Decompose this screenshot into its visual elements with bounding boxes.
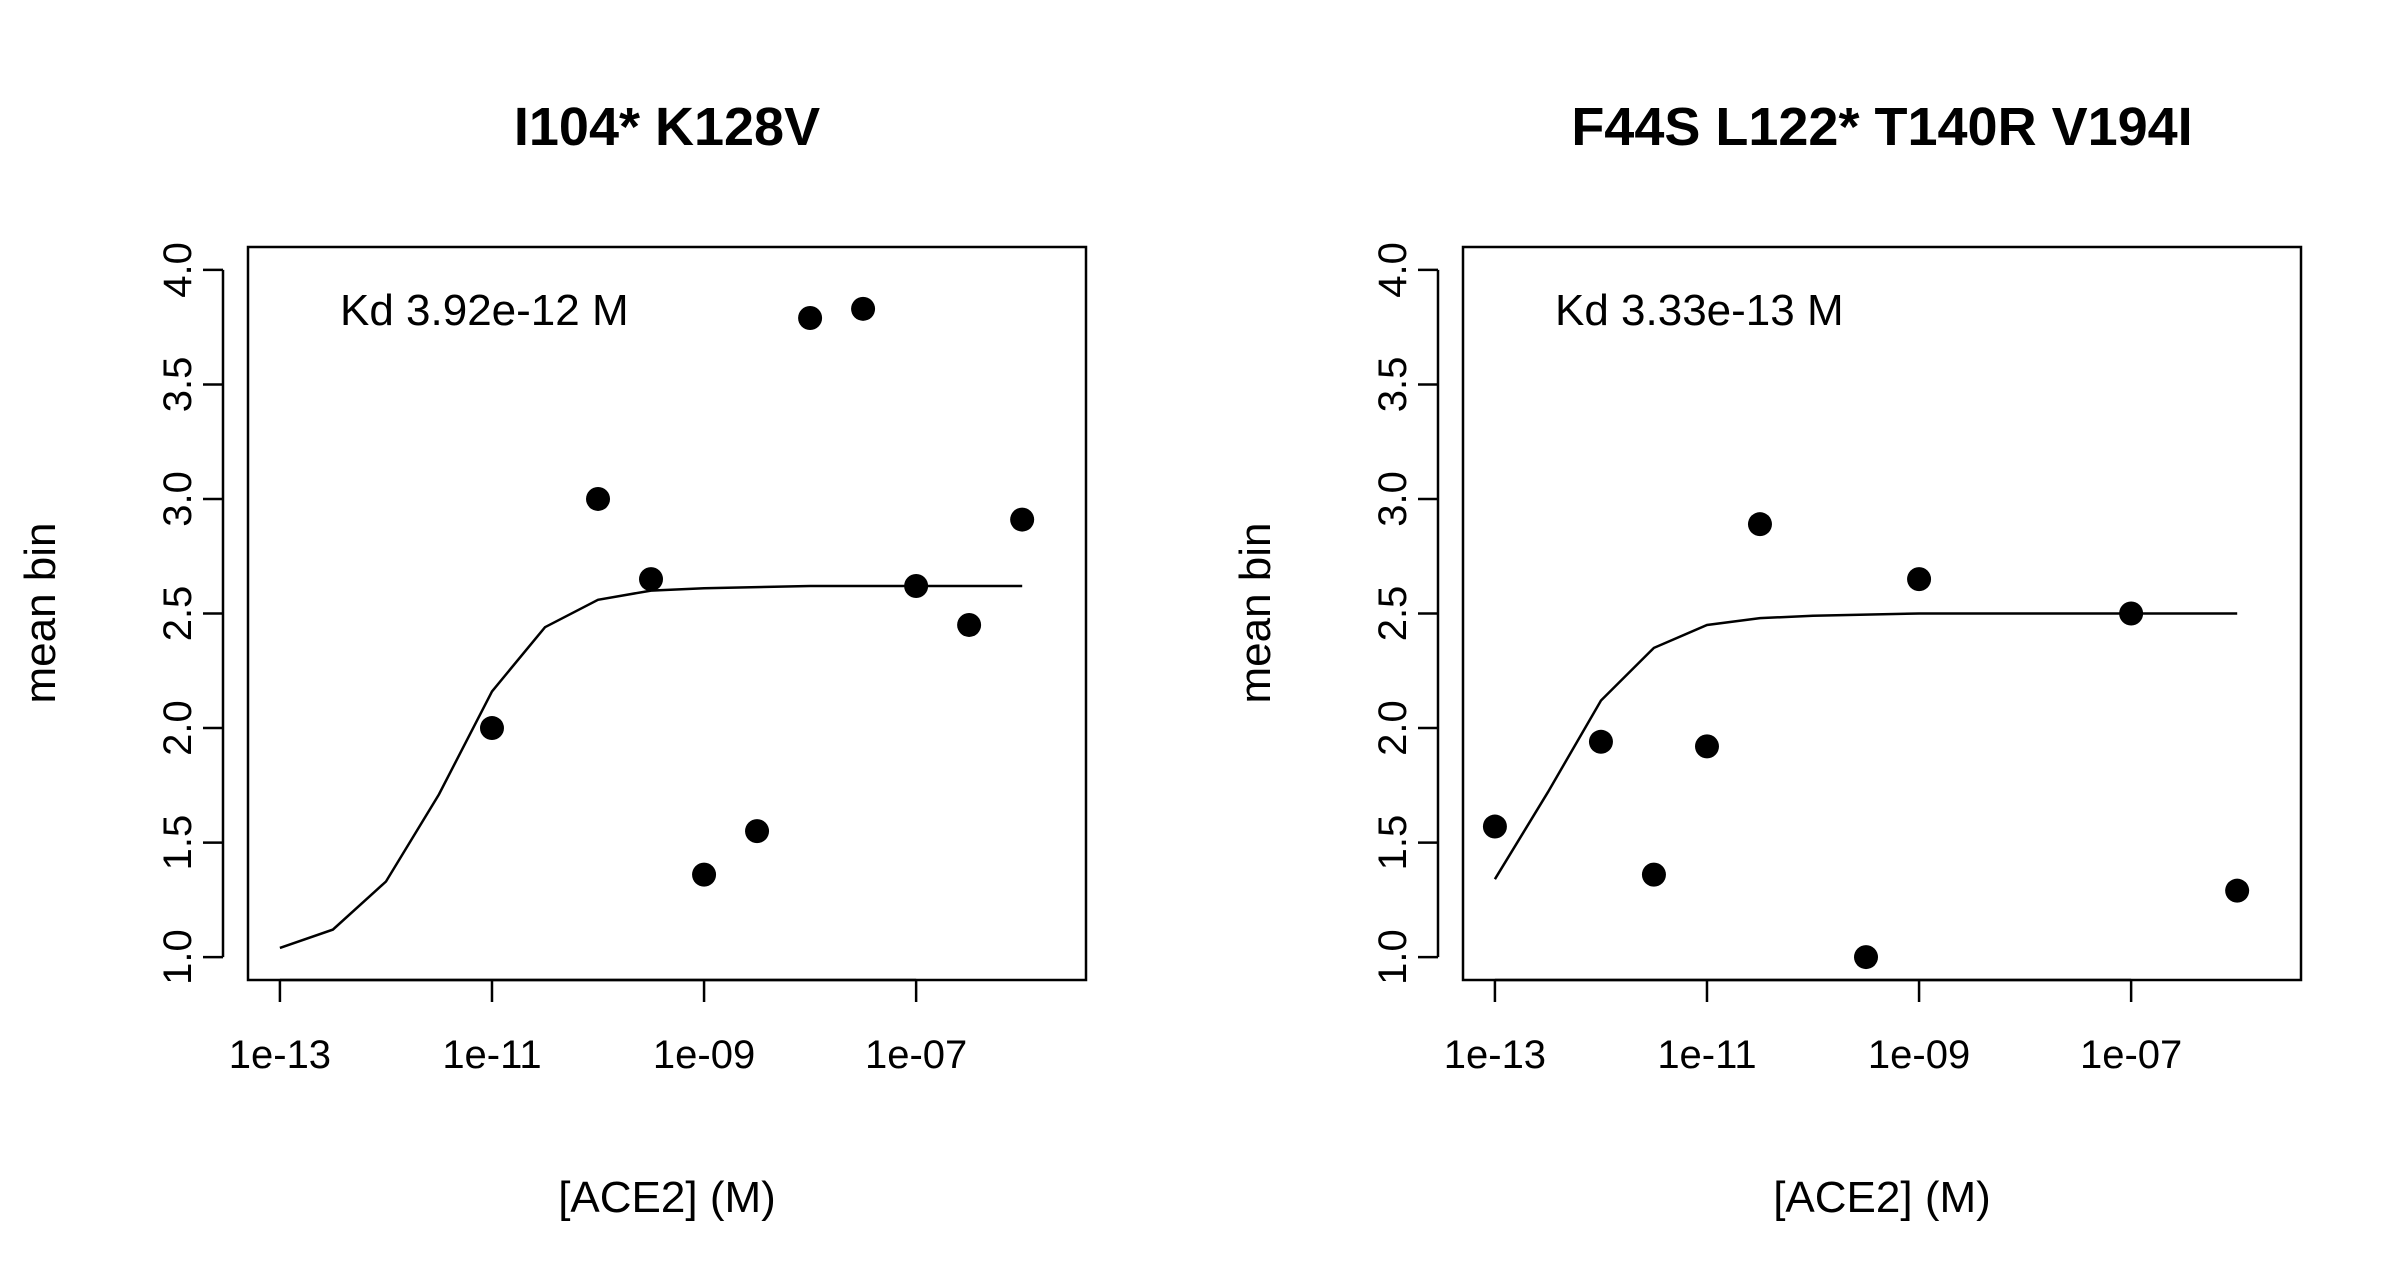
data-points	[479, 296, 1035, 887]
x-axis-label: [ACE2] (M)	[1773, 1173, 1991, 1222]
data-point	[904, 574, 929, 599]
data-point	[957, 612, 982, 637]
chart-panel-right: F44S L122* T140R V194I 1e-13 1e-11 1e-09 1e…	[1231, 97, 2303, 1222]
data-point	[1482, 814, 1507, 839]
data-point	[2119, 601, 2144, 626]
data-point	[1010, 507, 1035, 532]
y-tick-label: 3.5	[1371, 357, 1415, 413]
data-point	[851, 296, 876, 321]
chart-title: F44S L122* T140R V194I	[1571, 97, 2192, 157]
y-tick-label: 4.0	[1371, 242, 1415, 298]
y-tick-label: 3.0	[156, 471, 200, 527]
x-tick-label: 1e-09	[653, 1033, 755, 1077]
y-axis-label: mean bin	[1231, 522, 1280, 703]
data-point	[1641, 862, 1666, 887]
x-axis: 1e-13 1e-11 1e-09 1e-07	[229, 978, 967, 1077]
data-point	[1694, 734, 1719, 759]
y-tick-label: 1.5	[156, 815, 200, 871]
y-tick-label: 2.5	[156, 586, 200, 642]
y-tick-label: 1.0	[156, 929, 200, 985]
data-point	[2225, 878, 2250, 903]
data-point	[745, 819, 770, 844]
x-tick-label: 1e-09	[1868, 1033, 1970, 1077]
y-tick-label: 3.0	[1371, 471, 1415, 527]
x-tick-label: 1e-13	[1444, 1033, 1546, 1077]
x-tick-label: 1e-07	[865, 1033, 967, 1077]
plot-frame	[246, 245, 1088, 982]
chart-title: I104* K128V	[514, 97, 820, 157]
y-tick-label: 3.5	[156, 357, 200, 413]
y-tick-label: 2.0	[156, 700, 200, 756]
x-tick-label: 1e-13	[229, 1033, 331, 1077]
x-tick-label: 1e-07	[2080, 1033, 2182, 1077]
data-points	[1482, 512, 2250, 970]
fit-curve	[279, 584, 1023, 950]
data-point	[639, 567, 664, 592]
y-tick-label: 2.0	[1371, 700, 1415, 756]
fit-curve	[1493, 612, 2238, 880]
data-point	[1854, 945, 1879, 970]
x-axis-label: [ACE2] (M)	[558, 1173, 776, 1222]
data-point	[1747, 512, 1772, 537]
y-axis-label: mean bin	[16, 522, 65, 703]
y-tick-label: 2.5	[1371, 586, 1415, 642]
x-tick-label: 1e-11	[442, 1033, 541, 1077]
y-axis: 1.0 1.5 2.0 2.5 3.0 3.5 4.0	[156, 242, 225, 985]
kd-annotation: Kd 3.33e-13 M	[1555, 286, 1844, 335]
data-point	[692, 862, 717, 887]
chart-panel-left: I104* K128V 1e-13 1e-11 1e-09 1e-07 1.0 1.5 2…	[16, 97, 1088, 1222]
y-tick-label: 4.0	[156, 242, 200, 298]
y-axis: 1.0 1.5 2.0 2.5 3.0 3.5 4.0	[1371, 242, 1440, 985]
data-point	[586, 486, 611, 511]
x-tick-label: 1e-11	[1657, 1033, 1756, 1077]
y-tick-label: 1.5	[1371, 815, 1415, 871]
y-tick-label: 1.0	[1371, 929, 1415, 985]
data-point	[479, 716, 504, 741]
data-point	[798, 306, 823, 331]
data-point	[1588, 729, 1613, 754]
kd-annotation: Kd 3.92e-12 M	[340, 286, 629, 335]
x-axis: 1e-13 1e-11 1e-09 1e-07	[1444, 978, 2182, 1077]
data-point	[1907, 567, 1932, 592]
